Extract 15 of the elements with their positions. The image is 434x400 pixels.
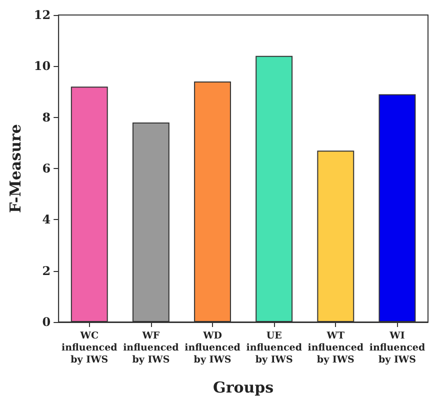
y-tick-label: 4 [42, 212, 51, 227]
y-tick-label: 12 [34, 8, 51, 22]
y-tick-label: 6 [42, 162, 51, 176]
x-tick-label: WT influenced by IWS [308, 330, 364, 366]
y-tick-label: 10 [34, 59, 51, 74]
x-tick-label: UE influenced by IWS [246, 330, 302, 366]
y-tick-label: 8 [42, 110, 51, 124]
x-tick-label: WD influenced by IWS [184, 330, 241, 366]
y-tick-label: 2 [42, 264, 51, 278]
y-tick-label: 0 [42, 315, 51, 329]
x-tick-label: WC influenced by IWS [62, 330, 118, 366]
x-axis-title: Groups [213, 378, 274, 396]
y-axis-title: F-Measure [6, 124, 24, 213]
x-tick-label: WF influenced by IWS [123, 330, 180, 366]
x-tick-label: WI influenced by IWS [369, 330, 426, 366]
